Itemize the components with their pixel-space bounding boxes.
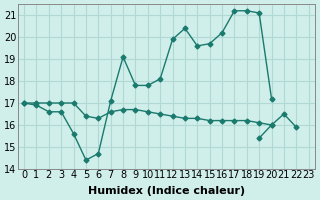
X-axis label: Humidex (Indice chaleur): Humidex (Indice chaleur) — [88, 186, 245, 196]
